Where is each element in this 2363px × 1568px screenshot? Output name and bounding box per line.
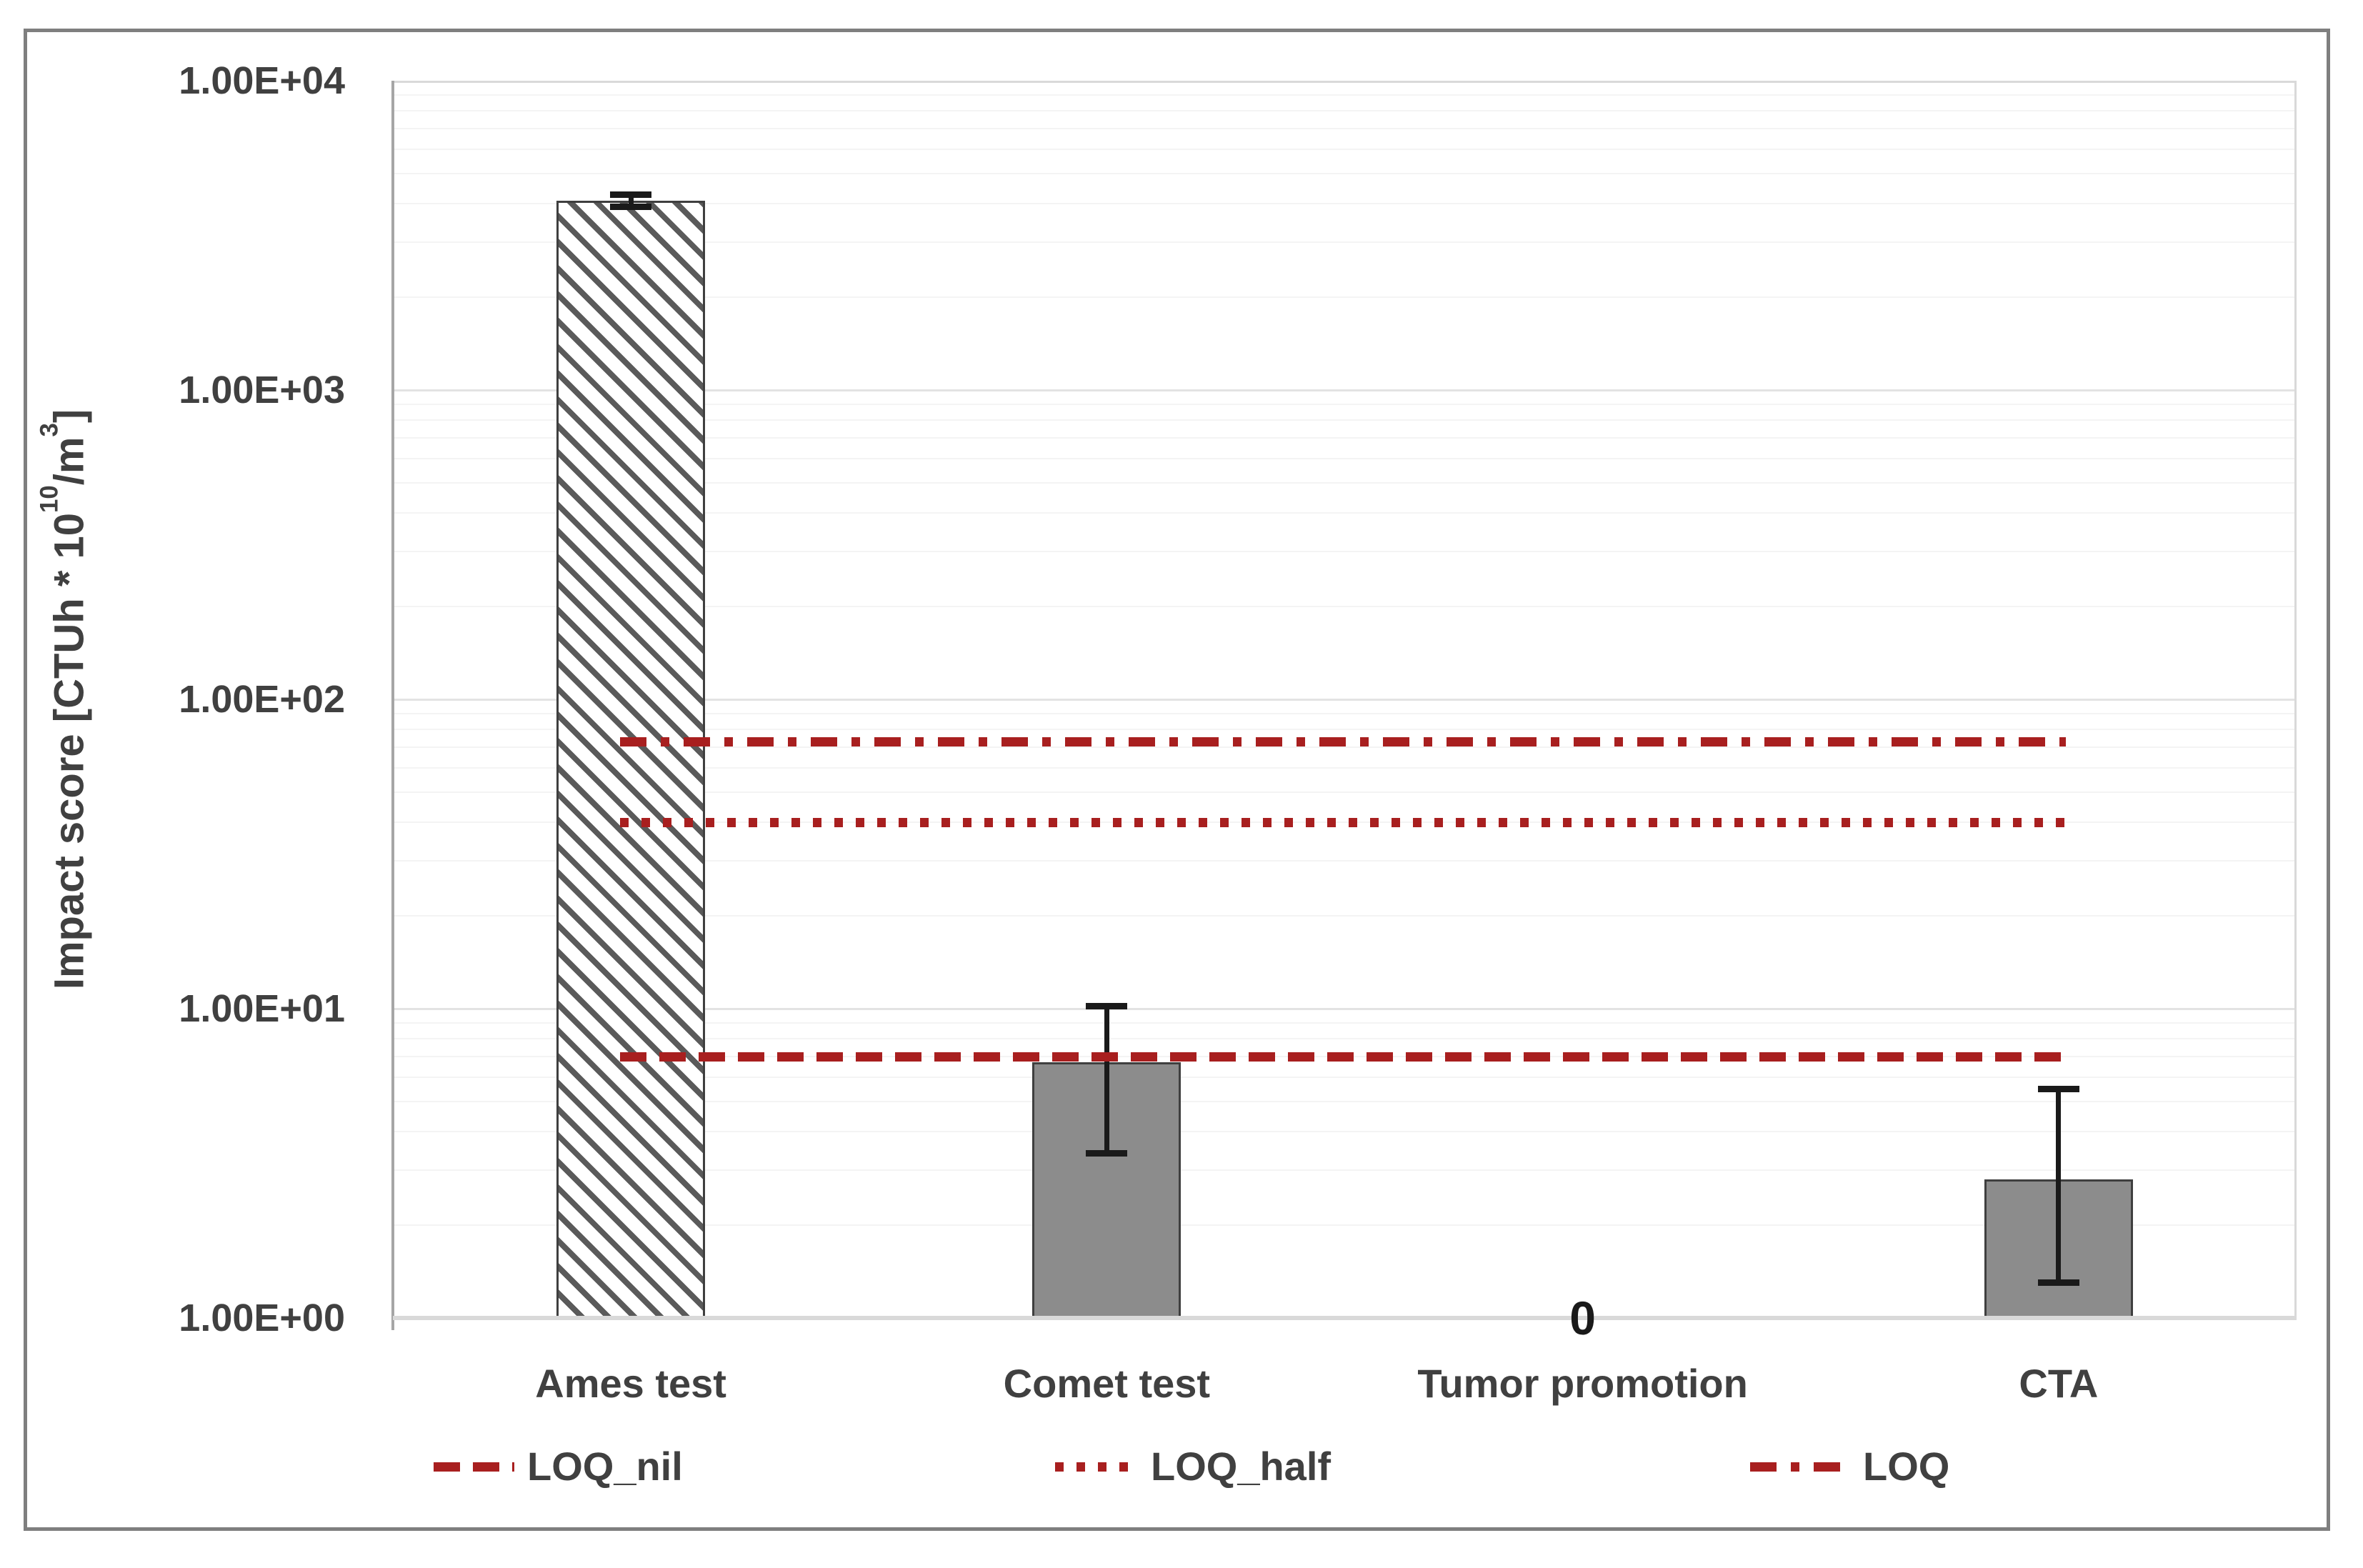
- gridline-minor: [393, 860, 2297, 862]
- gridline-minor: [393, 109, 2297, 111]
- gridline-minor: [393, 767, 2297, 769]
- plot-border-top: [393, 81, 2297, 83]
- error-bar-cta-cap-top: [2037, 1086, 2079, 1093]
- error-bar-ames-test-line: [628, 194, 634, 208]
- error-bar-ames-test-cap-top: [610, 191, 652, 198]
- error-bar-comet-test-line: [1104, 1006, 1109, 1154]
- gridline-minor: [393, 1131, 2297, 1133]
- y-axis-title: Impact score [CTUh * 1010/m3]: [36, 409, 94, 990]
- gridline-minor: [393, 746, 2297, 749]
- gridline-minor: [393, 551, 2297, 553]
- x-category-label-tumor-promotion: Tumor promotion: [1417, 1361, 1748, 1406]
- y-tick-label: 1.00E+01: [179, 987, 345, 1030]
- gridline-minor: [393, 173, 2297, 175]
- legend-label-loq-nil: LOQ_nil: [527, 1444, 683, 1489]
- gridline-major: [393, 698, 2297, 701]
- gridline-minor: [393, 1022, 2297, 1024]
- gridline-minor: [393, 128, 2297, 130]
- x-category-label-ames-test: Ames test: [535, 1361, 726, 1406]
- gridline-minor: [393, 914, 2297, 917]
- gridline-minor: [393, 1077, 2297, 1079]
- gridline-minor: [393, 482, 2297, 484]
- gridline-minor: [393, 1169, 2297, 1172]
- y-tick-label: 1.00E+00: [179, 1297, 345, 1339]
- y-axis-title-superscript-10: 10: [35, 485, 64, 513]
- legend-item-loq: LOQ: [1750, 1442, 1949, 1491]
- gridline-minor: [393, 437, 2297, 439]
- legend-item-loq-nil: LOQ_nil: [434, 1442, 683, 1491]
- gridline-minor: [393, 1101, 2297, 1103]
- y-axis-title-text: Impact score [CTUh * 10: [46, 512, 93, 990]
- data-label-zero: 0: [1569, 1292, 1596, 1344]
- y-tick-label: 1.00E+02: [179, 678, 345, 721]
- gridline-minor: [393, 94, 2297, 96]
- gridline-minor: [393, 241, 2297, 244]
- gridline-minor: [393, 1037, 2297, 1039]
- x-category-label-comet-test: Comet test: [1003, 1361, 1211, 1406]
- gridline-minor: [393, 419, 2297, 421]
- gridline-minor: [393, 605, 2297, 607]
- gridline-minor: [393, 712, 2297, 714]
- gridline-minor: [393, 1224, 2297, 1226]
- gridline-minor: [393, 512, 2297, 514]
- error-bar-comet-test-cap-bottom: [1086, 1149, 1128, 1157]
- gridline-minor: [393, 296, 2297, 298]
- gridline-minor: [393, 728, 2297, 730]
- y-axis-title-unit: /m: [46, 436, 93, 486]
- gridline-major: [393, 1007, 2297, 1010]
- error-bar-comet-test-cap-top: [1086, 1003, 1128, 1010]
- ref-line-loq-nil: [620, 1052, 2066, 1062]
- ref-line-loq-half: [620, 817, 2066, 827]
- y-axis-line: [391, 81, 394, 1330]
- error-bar-cta-line: [2056, 1089, 2062, 1283]
- plot-area: [393, 81, 2297, 1318]
- bar-ames-test: [556, 200, 706, 1318]
- error-bar-cta-cap-bottom: [2037, 1279, 2079, 1286]
- gridline-major: [393, 389, 2297, 391]
- legend-label-loq-half: LOQ_half: [1151, 1444, 1332, 1489]
- legend-label-loq: LOQ: [1863, 1444, 1950, 1489]
- x-axis-line: [393, 1316, 2297, 1320]
- plot-border-right: [2294, 81, 2297, 1318]
- y-tick-label: 1.00E+03: [179, 369, 345, 411]
- gridline-minor: [393, 458, 2297, 460]
- legend-item-loq-half: LOQ_half: [1055, 1442, 1331, 1491]
- legend-line-sample-dashed: [434, 1462, 514, 1472]
- gridline-minor: [393, 203, 2297, 205]
- y-axis-title-bracket: ]: [46, 409, 93, 424]
- legend-line-sample-dashdot: [1750, 1462, 1850, 1472]
- gridline-minor: [393, 792, 2297, 794]
- x-category-label-cta: CTA: [2019, 1361, 2099, 1406]
- error-bar-ames-test-cap-bottom: [610, 204, 652, 211]
- y-axis-title-superscript-3: 3: [35, 423, 64, 437]
- y-tick-label: 1.00E+04: [179, 59, 345, 102]
- gridline-minor: [393, 403, 2297, 405]
- figure-border: [24, 29, 2330, 1531]
- gridline-minor: [393, 149, 2297, 151]
- ref-line-loq: [620, 736, 2066, 746]
- legend-line-sample-dotted: [1055, 1462, 1138, 1472]
